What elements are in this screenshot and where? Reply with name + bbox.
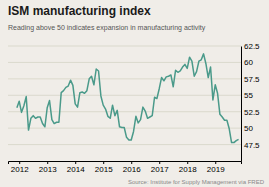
y-tick-label: 50	[244, 124, 253, 133]
x-tick-label: 2016	[123, 165, 141, 174]
x-tick-label: 2017	[151, 165, 169, 174]
source: Source: Institute for Supply Management …	[128, 179, 265, 185]
x-tick: 2015	[95, 161, 113, 174]
y-axis: 47.5 50 52.5 55 57.5 60 62.5	[241, 42, 260, 161]
x-tick: 2018	[179, 161, 197, 174]
y-tick-label: 60	[244, 58, 253, 67]
x-tick-mark	[103, 161, 104, 164]
x-tick: 2016	[123, 161, 141, 174]
subtitle: Reading above 50 indicates expansion in …	[8, 24, 206, 32]
x-tick-mark	[131, 161, 132, 164]
y-tick-label: 52.5	[244, 108, 260, 117]
x-tick-mark	[19, 161, 20, 164]
y-tick-label: 55	[244, 91, 253, 100]
title: ISM manufacturing index	[8, 4, 151, 18]
x-tick-label: 2012	[11, 165, 29, 174]
y-tick-label: 57.5	[244, 75, 260, 84]
x-tick: 2017	[151, 161, 169, 174]
grid-line	[8, 144, 241, 145]
marks	[17, 54, 239, 143]
x-tick-mark	[215, 161, 216, 164]
x-tick: 2019	[207, 161, 225, 174]
x-axis-line	[9, 162, 242, 165]
background	[0, 0, 269, 187]
x-tick-label: 2019	[207, 165, 225, 174]
x-tick-label: 2014	[67, 165, 85, 174]
x-tick: 2014	[67, 161, 85, 174]
grid	[8, 46, 241, 145]
x-tick-label: 2018	[179, 165, 197, 174]
x-tick-label: 2013	[39, 165, 57, 174]
x-tick-mark	[159, 161, 160, 164]
y-tick: 62.5	[241, 42, 260, 51]
line	[17, 54, 239, 143]
x-tick-mark	[47, 161, 48, 164]
y-tick-label: 47.5	[244, 141, 260, 150]
x-tick: 2013	[39, 161, 57, 174]
x-tick-label: 2015	[95, 165, 113, 174]
y-tick: 47.5	[241, 141, 260, 150]
y-tick: 52.5	[241, 108, 260, 117]
chart: ISM manufacturing index Reading above 50 …	[0, 0, 269, 187]
grid-line	[8, 111, 241, 112]
grid-line	[8, 78, 241, 79]
y-tick: 50	[241, 124, 253, 133]
x-tick-mark	[75, 161, 76, 164]
y-tick: 60	[241, 58, 253, 67]
y-axis-line	[241, 47, 242, 162]
plot: 2012 2013 2014 2015 2016 2017 2018 2019 47.5 50 52…	[8, 42, 260, 174]
grid-line	[8, 46, 241, 47]
x-tick: 2012	[11, 161, 29, 174]
x-tick-mark	[187, 161, 188, 164]
y-tick: 55	[241, 91, 253, 100]
x-axis: 2012 2013 2014 2015 2016 2017 2018 2019	[9, 161, 242, 174]
y-tick-label: 62.5	[244, 42, 260, 51]
y-tick: 57.5	[241, 75, 260, 84]
grid-line	[8, 95, 241, 96]
